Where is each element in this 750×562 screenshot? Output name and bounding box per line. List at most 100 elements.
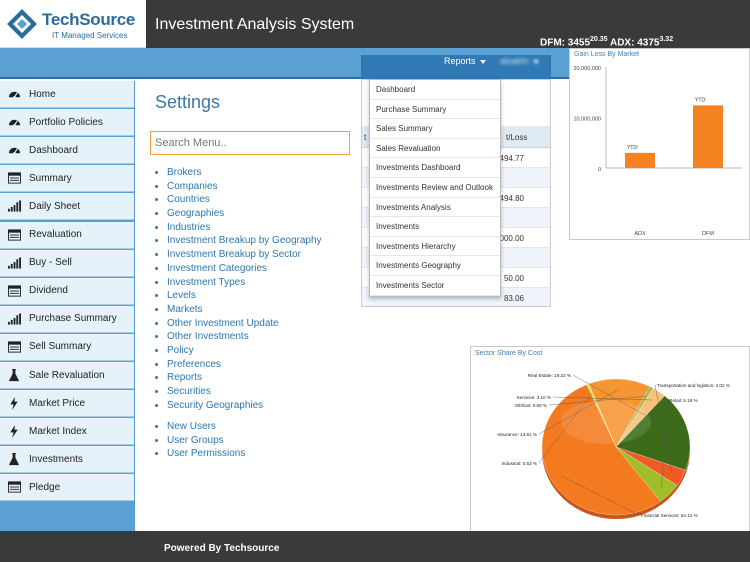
bar-signal-icon xyxy=(7,312,21,326)
reports-menu-item-investments-hierarchy[interactable]: Investments Hierarchy xyxy=(370,237,500,257)
sidebar-item-sale-revaluation[interactable]: Sale Revaluation xyxy=(0,362,134,389)
sector-share-chart-panel: Sector Share By Cost Financial Services:… xyxy=(470,346,750,532)
reports-menu-item-investments-geography[interactable]: Investments Geography xyxy=(370,256,500,276)
techsource-logo-icon xyxy=(7,9,37,39)
settings-list-item: Companies xyxy=(167,180,322,194)
settings-link-investment-categories[interactable]: Investment Categories xyxy=(167,262,268,274)
sidebar-item-pledge[interactable]: Pledge xyxy=(0,474,134,502)
reports-menu-label: Reports xyxy=(444,56,476,66)
list-panel-icon xyxy=(7,340,21,354)
settings-link-markets[interactable]: Markets xyxy=(167,303,203,315)
chevron-down-icon xyxy=(479,59,486,64)
settings-list-item: Preferences xyxy=(167,358,322,372)
sidebar-item-market-index[interactable]: Market Index xyxy=(0,418,134,446)
pie-slice-label: Financial Services: 54.12 % xyxy=(641,513,698,518)
sidebar-item-purchase-summary[interactable]: Purchase Summary xyxy=(0,305,134,333)
sidebar-item-label: Market Index xyxy=(29,425,87,437)
sidebar-item-summary[interactable]: Summary xyxy=(0,165,134,193)
reports-menu-item-investments-dashboard[interactable]: Investments Dashboard xyxy=(370,158,500,178)
sidebar-item-label: Sell Summary xyxy=(29,341,92,353)
settings-list-item: Industries xyxy=(167,221,322,235)
brand-logo[interactable]: TechSource IT Managed Services xyxy=(0,0,146,48)
reports-menu-button[interactable]: Reports xyxy=(444,56,486,66)
bar-signal-icon xyxy=(7,256,21,270)
search-menu-input[interactable] xyxy=(150,131,350,155)
sidebar-item-dashboard[interactable]: Dashboard xyxy=(0,137,134,165)
table-header-left: t P xyxy=(364,133,374,142)
bar-dfm[interactable] xyxy=(693,105,723,168)
reports-menu-item-investments-review-and-outlook[interactable]: Investments Review and Outlook xyxy=(370,178,500,198)
sidebar-item-buy-sell[interactable]: Buy - Sell xyxy=(0,249,134,277)
settings-link-brokers[interactable]: Brokers xyxy=(167,167,202,178)
reports-menu-item-investments-sector[interactable]: Investments Sector xyxy=(370,276,500,296)
table-cell-value: 83.06 xyxy=(503,294,524,303)
table-cell-value: 000.00 xyxy=(499,234,524,243)
bar-value-label: YTD: xyxy=(695,97,706,103)
gain-chart-title: Gain Loss By Market xyxy=(574,51,639,58)
dashboard-gauge-icon xyxy=(7,115,21,129)
sidebar-item-revaluation[interactable]: Revaluation xyxy=(0,221,134,249)
sidebar-item-portfolio-policies[interactable]: Portfolio Policies xyxy=(0,109,134,137)
settings-link-geographies[interactable]: Geographies xyxy=(167,208,225,220)
pie-slice-financial-services[interactable] xyxy=(541,384,661,516)
settings-list-item: Other Investments xyxy=(167,330,322,344)
settings-link-other-investments[interactable]: Other Investments xyxy=(167,331,249,343)
user-link-user-permissions[interactable]: User Permissions xyxy=(167,448,246,460)
x-tick-label: DFM xyxy=(702,231,714,237)
sidebar-item-label: Dashboard xyxy=(29,144,78,156)
sidebar-item-label: Revaluation xyxy=(29,229,82,240)
gain-loss-chart: 20,000,000 10,000,000 0 YTD: ADX YTD: DFM xyxy=(573,66,742,237)
settings-link-policy[interactable]: Policy xyxy=(167,344,194,356)
pie-label-leader xyxy=(661,399,668,487)
sidebar-item-label: Market Price xyxy=(29,397,86,409)
user-menu-button[interactable]: alsakhr xyxy=(500,56,540,66)
sidebar-item-sell-summary[interactable]: Sell Summary xyxy=(0,333,134,361)
pie-label-leader xyxy=(538,393,593,464)
pie-slice-real-estate[interactable] xyxy=(615,395,691,471)
reports-menu-item-investments-analysis[interactable]: Investments Analysis xyxy=(370,198,500,218)
dashboard-gauge-icon xyxy=(7,87,21,101)
settings-link-investment-breakup-by-sector[interactable]: Investment Breakup by Sector xyxy=(167,249,301,261)
bar-value-label: YTD: xyxy=(627,145,638,151)
pie-slice-retail[interactable] xyxy=(615,446,678,502)
app-title: Investment Analysis System xyxy=(155,16,355,33)
settings-link-list: Brokers Companies Countries GeographiesIndu… xyxy=(167,166,322,412)
settings-link-security-geographies[interactable]: Security Geographies xyxy=(167,399,264,411)
bar-adx[interactable] xyxy=(625,152,655,168)
settings-link-companies[interactable]: Companies xyxy=(167,180,218,192)
settings-link-reports[interactable]: Reports xyxy=(167,372,203,384)
pie-slice-label: Retail: 5.19 % xyxy=(669,398,698,403)
reports-menu-item-sales-summary[interactable]: Sales Summary xyxy=(370,119,500,139)
reports-menu-item-purchase-summary[interactable]: Purchase Summary xyxy=(370,100,500,120)
lightning-icon xyxy=(7,396,21,410)
user-link-new-users[interactable]: New Users xyxy=(167,421,216,432)
sidebar-item-investments[interactable]: Investments xyxy=(0,446,134,474)
settings-list-item: Reports xyxy=(167,371,322,385)
pie-slice-label: Real Estate: 19.22 % xyxy=(528,373,571,378)
user-link-user-groups[interactable]: User Groups xyxy=(167,434,224,446)
flask-icon xyxy=(7,368,21,382)
sidebar-item-label: Home xyxy=(29,88,56,100)
settings-link-investment-types[interactable]: Investment Types xyxy=(167,276,246,288)
reports-menu-item-sales-revaluation[interactable]: Sales Revaluation xyxy=(370,139,500,159)
settings-link-countries[interactable]: Countries xyxy=(167,194,210,206)
sidebar-item-label: Summary xyxy=(29,172,72,184)
sidebar-item-label: Portfolio Policies xyxy=(29,116,103,128)
reports-menu-item-investments[interactable]: Investments xyxy=(370,217,500,237)
settings-list-item: Countries xyxy=(167,193,322,207)
pie-slice-insurance[interactable] xyxy=(588,378,651,448)
sidebar-item-dividend[interactable]: Dividend xyxy=(0,277,134,305)
settings-list-item: Geographies xyxy=(167,207,322,221)
settings-link-preferences[interactable]: Preferences xyxy=(167,358,221,370)
settings-link-industries[interactable]: Industries xyxy=(167,221,211,233)
settings-link-securities[interactable]: Securities xyxy=(167,386,211,397)
settings-link-investment-breakup-by-geography[interactable]: Investment Breakup by Geography xyxy=(167,235,322,247)
settings-link-other-investment-update[interactable]: Other Investment Update xyxy=(167,317,279,329)
y-tick-label: 0 xyxy=(598,167,601,173)
sidebar-item-daily-sheet[interactable]: Daily Sheet xyxy=(0,193,134,221)
sidebar-item-home[interactable]: Home xyxy=(0,81,134,108)
pie-label-leader xyxy=(548,396,647,406)
reports-menu-item-dashboard[interactable]: Dashboard xyxy=(370,80,500,100)
settings-link-levels[interactable]: Levels xyxy=(167,290,196,302)
sidebar-item-market-price[interactable]: Market Price xyxy=(0,390,134,418)
